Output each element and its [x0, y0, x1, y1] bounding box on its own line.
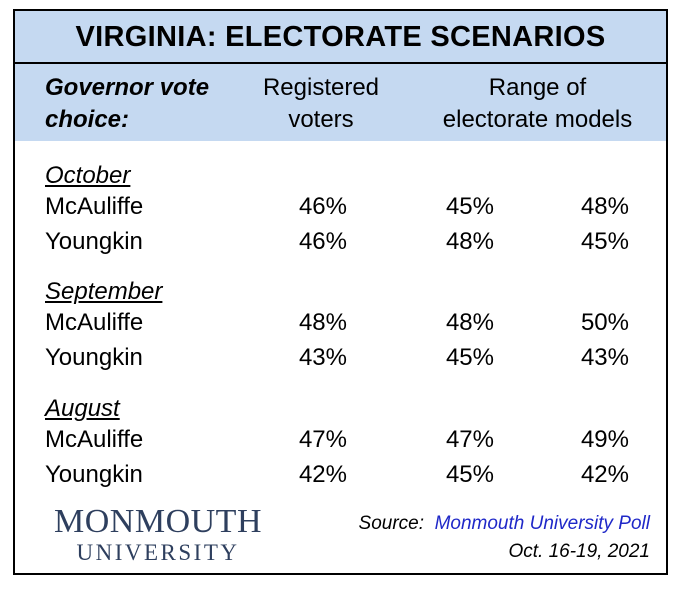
column-header-range: Range of electorate models: [420, 72, 655, 136]
column-header-vote-choice-line2: choice:: [45, 106, 130, 133]
table-row: McAuliffe 46% 45% 48%: [15, 190, 666, 224]
candidate-name: Youngkin: [45, 461, 143, 488]
column-header-range-line2: electorate models: [442, 106, 633, 133]
model-high-value: 50%: [580, 309, 629, 336]
model-high-value: 48%: [580, 193, 629, 220]
column-header-vote-choice: Governor vote choice:: [45, 72, 209, 136]
model-low-value: 48%: [445, 309, 494, 336]
model-high-value: 43%: [580, 344, 629, 371]
monmouth-logo: MONMOUTH UNIVERSITY: [33, 503, 283, 565]
column-header-registered-line1: Registered: [262, 74, 380, 101]
table-row: McAuliffe 48% 48% 50%: [15, 306, 666, 340]
month-label-september: September: [45, 278, 163, 305]
registered-voters-value: 46%: [298, 228, 347, 255]
chart-title: VIRGINIA: ELECTORATE SCENARIOS: [75, 21, 606, 53]
registered-voters-value: 47%: [298, 426, 347, 453]
column-header-range-line1: Range of: [488, 74, 587, 101]
candidate-name: Youngkin: [45, 228, 143, 255]
title-divider: [15, 62, 666, 64]
column-header-registered-line2: voters: [288, 106, 354, 133]
logo-line1: MONMOUTH: [54, 503, 262, 540]
registered-voters-value: 48%: [298, 309, 347, 336]
model-high-value: 45%: [580, 228, 629, 255]
model-low-value: 48%: [445, 228, 494, 255]
source-name: Monmouth University Poll: [434, 513, 650, 534]
registered-voters-value: 42%: [298, 461, 347, 488]
table-row: McAuliffe 47% 47% 49%: [15, 423, 666, 457]
model-high-value: 42%: [580, 461, 629, 488]
model-high-value: 49%: [580, 426, 629, 453]
candidate-name: McAuliffe: [45, 426, 144, 453]
registered-voters-value: 46%: [298, 193, 347, 220]
model-low-value: 45%: [445, 193, 494, 220]
registered-voters-value: 43%: [298, 344, 347, 371]
candidate-name: Youngkin: [45, 344, 143, 371]
month-label-august: August: [45, 395, 120, 422]
candidate-name: McAuliffe: [45, 309, 144, 336]
model-low-value: 47%: [445, 426, 494, 453]
model-low-value: 45%: [445, 461, 494, 488]
poll-dates: Oct. 16-19, 2021: [508, 541, 650, 562]
logo-line2: UNIVERSITY: [76, 540, 240, 565]
table-row: Youngkin 46% 48% 45%: [15, 225, 666, 259]
poll-table: VIRGINIA: ELECTORATE SCENARIOS Governor …: [13, 9, 668, 575]
table-row: Youngkin 42% 45% 42%: [15, 458, 666, 492]
table-row: Youngkin 43% 45% 43%: [15, 341, 666, 375]
candidate-name: McAuliffe: [45, 193, 144, 220]
model-low-value: 45%: [445, 344, 494, 371]
month-label-october: October: [45, 162, 131, 189]
column-header-vote-choice-line1: Governor vote: [45, 74, 210, 101]
column-header-registered: Registered voters: [241, 72, 401, 136]
header-band: [15, 11, 666, 141]
source-label: Source:: [358, 513, 425, 534]
source-note: Source: Monmouth University Poll: [359, 513, 650, 535]
